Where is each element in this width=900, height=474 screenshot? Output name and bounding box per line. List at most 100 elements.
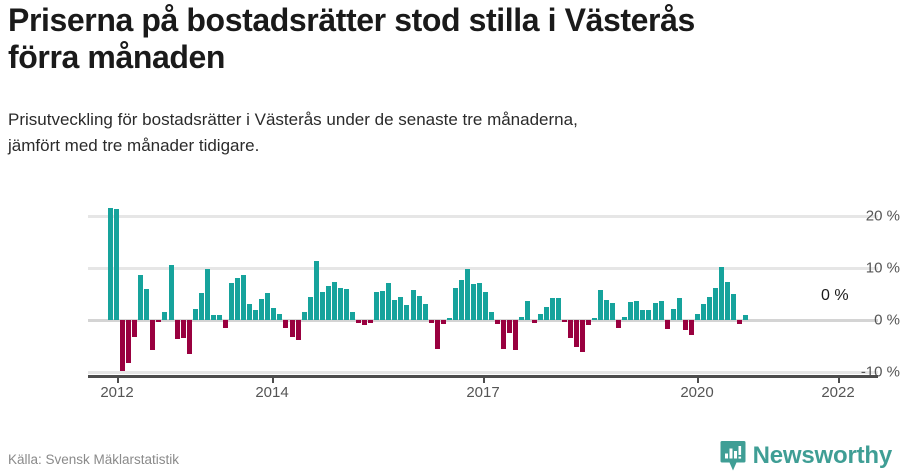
bar: [743, 314, 749, 320]
bar: [392, 299, 398, 320]
bar: [737, 320, 743, 325]
bar: [682, 320, 688, 331]
bar: [664, 320, 670, 330]
bar: [283, 320, 289, 328]
bar: [543, 307, 549, 320]
y-axis-tick-label: 0 %: [874, 311, 900, 329]
bar: [489, 312, 495, 320]
bar: [616, 320, 622, 328]
bar: [108, 208, 113, 320]
bar: [229, 283, 234, 320]
x-axis-tick-label: 2020: [680, 384, 714, 401]
bar: [216, 314, 222, 320]
bar: [222, 320, 228, 328]
bar: [452, 287, 458, 320]
bar: [555, 298, 561, 320]
bar: [192, 308, 198, 320]
x-axis-tick: [272, 375, 274, 383]
bar: [150, 320, 156, 351]
bar: [604, 300, 610, 320]
bar: [126, 320, 132, 364]
bar: [713, 288, 718, 320]
x-axis-tick: [838, 375, 840, 383]
bar: [694, 313, 700, 320]
bar: [646, 309, 652, 320]
bar: [198, 292, 204, 320]
bar: [688, 320, 694, 335]
bar: [277, 313, 283, 320]
bar: [174, 320, 180, 339]
gridline: [88, 319, 878, 322]
bar: [731, 294, 737, 320]
bar: [561, 320, 567, 323]
bar: [725, 281, 731, 320]
bar: [458, 279, 464, 320]
bar: [180, 320, 186, 339]
bar: [253, 309, 259, 320]
bar: [404, 305, 410, 320]
gridline: [88, 215, 878, 218]
bar: [132, 320, 138, 337]
bar: [513, 320, 519, 351]
x-axis-tick-label: 2014: [255, 384, 289, 401]
bar: [374, 291, 380, 320]
bar: [350, 312, 355, 320]
plot-area: [108, 190, 840, 375]
bar: [537, 313, 543, 320]
y-axis-tick-label: 20 %: [865, 207, 900, 225]
page-subtitle: Prisutveckling för bostadsrätter i Väste…: [8, 110, 578, 155]
bar: [162, 312, 168, 320]
bar: [241, 275, 247, 320]
x-axis-tick-label: 2012: [100, 384, 134, 401]
bar: [410, 289, 416, 320]
bar: [471, 283, 476, 320]
bar: [386, 282, 392, 320]
bar: [271, 308, 277, 320]
x-axis-tick-label: 2017: [466, 384, 500, 401]
bar: [204, 268, 210, 320]
bar: [628, 302, 634, 320]
bar: [168, 264, 174, 320]
bar: [592, 317, 597, 320]
x-axis-tick: [697, 375, 699, 383]
gridline: [88, 267, 878, 270]
bar: [700, 304, 706, 320]
bar: [307, 296, 313, 320]
bar: [319, 291, 325, 320]
bar: [507, 320, 513, 333]
bar: [289, 320, 295, 337]
bar: [331, 282, 337, 320]
bar: [501, 320, 507, 349]
bar: [235, 278, 241, 320]
bar: [531, 320, 537, 323]
bar: [210, 314, 216, 320]
x-axis-tick: [483, 375, 485, 383]
bar: [579, 320, 585, 353]
bar: [440, 320, 446, 324]
bar: [356, 320, 362, 324]
bar: [265, 292, 271, 320]
bar: [585, 320, 591, 326]
bar-chart: 20 % 10 % 0 % -10 % 2012 2014 2017 2020 2022: [0, 190, 900, 405]
bar: [368, 320, 374, 323]
bar: [422, 304, 428, 320]
bar: [138, 274, 144, 320]
bar-chart-pin-icon: [720, 441, 746, 471]
bar: [670, 308, 676, 320]
bar: [598, 290, 604, 320]
bar: [676, 298, 682, 320]
bar: [144, 288, 150, 320]
bar: [295, 320, 301, 340]
brand-logo: Newsworthy: [720, 440, 892, 472]
bar: [398, 297, 404, 320]
bar: [362, 320, 368, 325]
bar: [428, 320, 434, 323]
bar: [416, 296, 422, 320]
gridline: [88, 371, 878, 374]
bar: [464, 269, 470, 320]
bar: [495, 320, 501, 324]
bar: [477, 283, 483, 320]
x-axis-tick: [117, 375, 119, 383]
page-title: Priserna på bostadsrätter stod stilla i …: [8, 2, 695, 76]
bar: [313, 260, 319, 320]
